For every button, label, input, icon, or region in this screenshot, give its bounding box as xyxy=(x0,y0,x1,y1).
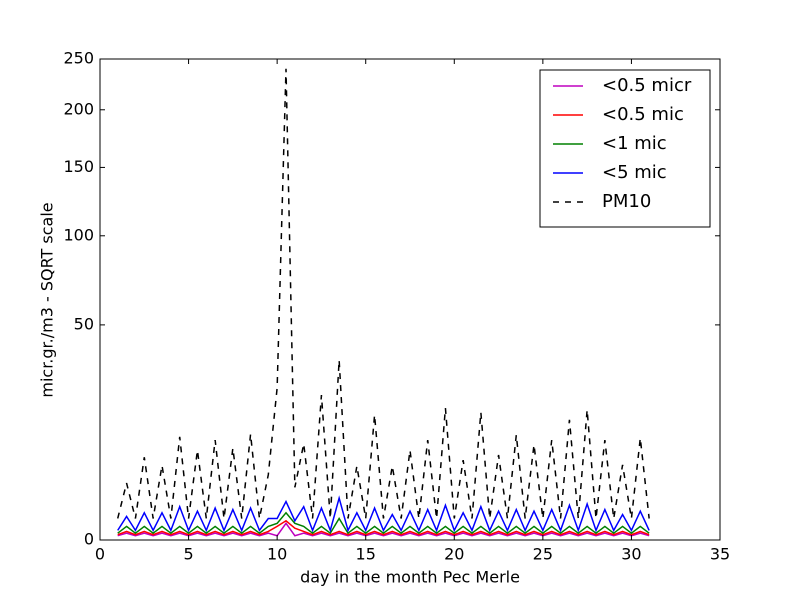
axes-frame xyxy=(99,58,721,541)
y-tick-label: 0 xyxy=(84,530,94,549)
y-tick-label: 250 xyxy=(63,49,94,68)
x-tick-label: 20 xyxy=(444,545,464,564)
legend-label: <0.5 micr xyxy=(602,75,692,96)
series-line xyxy=(117,519,650,536)
legend-label: <0.5 mic xyxy=(602,104,684,125)
plot-area xyxy=(116,68,650,537)
series-line xyxy=(117,511,650,535)
x-tick-label: 35 xyxy=(710,545,730,564)
legend-label: PM10 xyxy=(602,191,651,212)
legend-label: <5 mic xyxy=(602,162,667,183)
x-axis-label: day in the month Pec Merle xyxy=(300,568,520,587)
legend-label: <1 mic xyxy=(602,133,667,154)
x-tick-label: 25 xyxy=(533,545,553,564)
x-tick-label: 10 xyxy=(267,545,287,564)
x-tick-label: 30 xyxy=(621,545,641,564)
y-tick-label: 150 xyxy=(63,157,94,176)
x-tick-label: 0 xyxy=(95,545,105,564)
legend-box xyxy=(539,69,711,228)
x-tick-label: 5 xyxy=(183,545,193,564)
y-axis-label: micr.gr./m3 - SQRT scale xyxy=(38,202,57,397)
y-tick-label: 50 xyxy=(74,314,94,333)
y-tick-label: 200 xyxy=(63,99,94,118)
series-line xyxy=(117,495,650,533)
y-tick-label: 100 xyxy=(63,225,94,244)
x-tick-label: 15 xyxy=(356,545,376,564)
series-line xyxy=(116,68,650,519)
series-line xyxy=(117,522,650,537)
